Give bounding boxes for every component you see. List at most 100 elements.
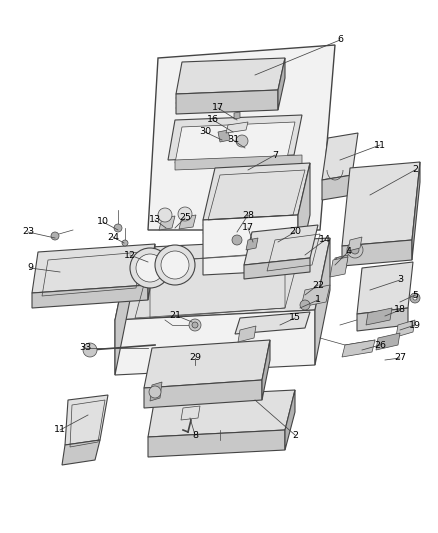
Polygon shape	[357, 308, 408, 331]
Text: 2: 2	[412, 166, 418, 174]
Polygon shape	[348, 237, 362, 251]
Text: 27: 27	[394, 353, 406, 362]
Polygon shape	[366, 308, 392, 325]
Text: 15: 15	[289, 313, 301, 322]
Circle shape	[189, 319, 201, 331]
Circle shape	[51, 232, 59, 240]
Text: 18: 18	[394, 305, 406, 314]
Text: 6: 6	[337, 36, 343, 44]
Polygon shape	[148, 390, 295, 437]
Circle shape	[335, 257, 345, 267]
Text: 3: 3	[397, 276, 403, 285]
Circle shape	[122, 240, 128, 246]
Circle shape	[130, 248, 170, 288]
Polygon shape	[396, 320, 415, 337]
Polygon shape	[226, 122, 248, 133]
Text: 7: 7	[272, 150, 278, 159]
Circle shape	[232, 235, 242, 245]
Polygon shape	[203, 163, 310, 220]
Text: 19: 19	[409, 320, 421, 329]
Circle shape	[236, 135, 248, 147]
Polygon shape	[159, 216, 175, 230]
Circle shape	[351, 246, 359, 254]
Polygon shape	[65, 395, 108, 445]
Text: 31: 31	[227, 135, 239, 144]
Circle shape	[83, 343, 97, 357]
Polygon shape	[115, 238, 330, 320]
Polygon shape	[412, 162, 420, 260]
Text: 17: 17	[212, 103, 224, 112]
Polygon shape	[278, 58, 285, 110]
Polygon shape	[150, 382, 162, 401]
Text: 24: 24	[107, 232, 119, 241]
Polygon shape	[357, 262, 413, 314]
Polygon shape	[203, 215, 298, 275]
Circle shape	[161, 251, 189, 279]
Circle shape	[178, 207, 192, 221]
Text: 21: 21	[169, 311, 181, 319]
Text: 16: 16	[207, 116, 219, 125]
Polygon shape	[330, 257, 348, 277]
Polygon shape	[115, 310, 315, 375]
Text: 25: 25	[179, 214, 191, 222]
Text: 33: 33	[79, 343, 91, 352]
Circle shape	[413, 296, 417, 300]
Polygon shape	[175, 122, 295, 163]
Polygon shape	[301, 285, 330, 307]
Circle shape	[158, 208, 172, 222]
Circle shape	[192, 322, 198, 328]
Polygon shape	[176, 58, 285, 94]
Text: 2: 2	[292, 431, 298, 440]
Polygon shape	[244, 258, 310, 279]
Text: 1: 1	[315, 295, 321, 304]
Circle shape	[155, 245, 195, 285]
Circle shape	[300, 300, 310, 310]
Polygon shape	[238, 326, 256, 342]
Circle shape	[136, 254, 164, 282]
Polygon shape	[144, 340, 270, 388]
Text: 12: 12	[124, 251, 136, 260]
Text: 17: 17	[242, 223, 254, 232]
Polygon shape	[333, 255, 348, 271]
Polygon shape	[235, 312, 310, 334]
Text: 10: 10	[97, 217, 109, 227]
Text: 22: 22	[312, 280, 324, 289]
Polygon shape	[179, 215, 196, 229]
Circle shape	[114, 224, 122, 232]
Polygon shape	[342, 340, 375, 357]
Text: 9: 9	[27, 263, 33, 272]
Text: 5: 5	[412, 290, 418, 300]
Text: 13: 13	[149, 215, 161, 224]
Polygon shape	[148, 430, 285, 457]
Polygon shape	[32, 285, 148, 308]
Polygon shape	[168, 115, 302, 160]
Text: 20: 20	[289, 228, 301, 237]
Polygon shape	[218, 130, 230, 142]
Text: 11: 11	[54, 425, 66, 434]
Polygon shape	[175, 155, 302, 170]
Polygon shape	[342, 240, 412, 266]
Circle shape	[410, 293, 420, 303]
Polygon shape	[298, 163, 310, 270]
Polygon shape	[234, 112, 240, 119]
Polygon shape	[181, 406, 200, 420]
Text: 26: 26	[374, 341, 386, 350]
Text: 4: 4	[345, 247, 351, 256]
Text: 23: 23	[22, 228, 34, 237]
Polygon shape	[285, 390, 295, 450]
Polygon shape	[115, 248, 130, 375]
Polygon shape	[244, 225, 318, 265]
Polygon shape	[262, 340, 270, 400]
Polygon shape	[62, 440, 100, 465]
Circle shape	[149, 386, 161, 398]
Text: 8: 8	[192, 431, 198, 440]
Text: 28: 28	[242, 211, 254, 220]
Polygon shape	[246, 238, 258, 250]
Polygon shape	[176, 90, 278, 114]
Polygon shape	[376, 333, 400, 350]
Text: 30: 30	[199, 127, 211, 136]
Polygon shape	[148, 45, 335, 230]
Polygon shape	[342, 162, 420, 246]
Polygon shape	[322, 133, 358, 180]
Polygon shape	[32, 244, 155, 293]
